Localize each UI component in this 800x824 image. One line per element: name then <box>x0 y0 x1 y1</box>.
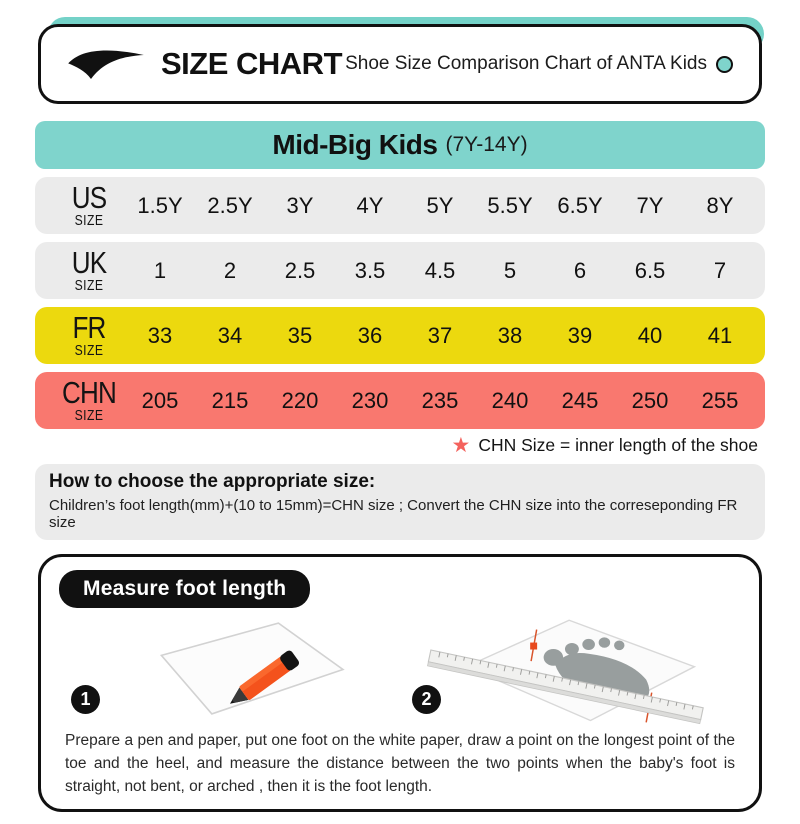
size-row-fr: FR SIZE 33 34 35 36 37 38 39 40 41 <box>35 307 765 364</box>
size-cell: 245 <box>561 387 599 413</box>
chn-size-note: ★ CHN Size = inner length of the shoe <box>42 435 758 456</box>
row-label-sub: SIZE <box>74 213 104 230</box>
size-cell: 39 <box>567 322 593 348</box>
anta-logo-icon <box>68 50 144 79</box>
size-cell: 7Y <box>636 192 664 218</box>
size-cell: 2 <box>223 257 237 283</box>
size-cell: 36 <box>357 322 383 348</box>
measure-steps: 1 2 <box>59 610 741 728</box>
size-cell: 6 <box>573 257 587 283</box>
how-to-choose-title: How to choose the appropriate size: <box>49 471 376 492</box>
header-box: SIZE CHART Shoe Size Comparison Chart of… <box>38 24 762 104</box>
step-2-badge: 2 <box>412 685 441 714</box>
size-row-chn: CHN SIZE 205 215 220 230 235 240 245 250… <box>35 372 765 429</box>
size-cell: 37 <box>427 322 453 348</box>
size-cell: 41 <box>707 322 733 348</box>
star-icon: ★ <box>451 434 471 457</box>
size-cell: 6.5 <box>634 257 666 283</box>
size-cell: 34 <box>217 322 243 348</box>
measure-foot-length-section: Measure foot length 1 2 <box>38 554 762 812</box>
header: SIZE CHART Shoe Size Comparison Chart of… <box>38 17 764 104</box>
size-cell: 2.5 <box>284 257 316 283</box>
size-cell: 3Y <box>286 192 314 218</box>
size-cell: 205 <box>141 387 179 413</box>
size-cell: 7 <box>713 257 727 283</box>
measure-step-1: 1 <box>59 610 400 728</box>
size-cell: 5 <box>503 257 517 283</box>
row-label-sub: SIZE <box>74 343 104 360</box>
size-cell: 220 <box>281 387 319 413</box>
how-to-choose-body: Children’s foot length(mm)+(10 to 15mm)=… <box>49 497 738 531</box>
measure-foot-length-title: Measure foot length <box>59 570 311 608</box>
size-cell: 215 <box>211 387 249 413</box>
page-title: SIZE CHART <box>161 46 343 81</box>
row-values-uk: 1 2 2.5 3.5 4.5 5 6 6.5 7 <box>125 258 755 284</box>
row-label-fr: FR SIZE <box>59 312 119 359</box>
foot-on-ruler-illustration <box>426 619 704 725</box>
row-label-main: CHN <box>62 375 117 411</box>
header-subtitle: Shoe Size Comparison Chart of ANTA Kids <box>345 53 733 75</box>
banner-title: Mid-Big Kids <box>272 129 438 160</box>
size-cell: 1.5Y <box>137 192 183 218</box>
size-cell: 240 <box>491 387 529 413</box>
teal-dot-icon <box>716 55 733 73</box>
chn-size-note-text: CHN Size = inner length of the shoe <box>478 435 758 455</box>
row-values-fr: 33 34 35 36 37 38 39 40 41 <box>125 323 755 349</box>
row-label-us: US SIZE <box>59 182 119 229</box>
step-1-badge: 1 <box>71 685 100 714</box>
banner-age-range: (7Y-14Y) <box>445 133 528 156</box>
measure-instructions: Prepare a pen and paper, put one foot on… <box>65 732 735 795</box>
row-label-main: UK <box>71 245 107 281</box>
size-cell: 230 <box>351 387 389 413</box>
row-label-sub: SIZE <box>74 278 104 295</box>
size-cell: 2.5Y <box>207 192 253 218</box>
row-values-chn: 205 215 220 230 235 240 245 250 255 <box>125 388 755 414</box>
row-label-main: US <box>71 180 107 216</box>
size-cell: 6.5Y <box>557 192 603 218</box>
size-cell: 33 <box>147 322 173 348</box>
size-cell: 5.5Y <box>487 192 533 218</box>
size-cell: 8Y <box>706 192 734 218</box>
how-to-choose-box: How to choose the appropriate size: Chil… <box>35 464 765 540</box>
size-cell: 3.5 <box>354 257 386 283</box>
header-subtitle-text: Shoe Size Comparison Chart of ANTA Kids <box>345 53 707 74</box>
row-label-chn: CHN SIZE <box>59 377 119 424</box>
size-cell: 40 <box>637 322 663 348</box>
measure-step-2: 2 <box>400 610 741 728</box>
size-cell: 4.5 <box>424 257 456 283</box>
size-cell: 235 <box>421 387 459 413</box>
size-row-uk: UK SIZE 1 2 2.5 3.5 4.5 5 6 6.5 7 <box>35 242 765 299</box>
row-label-uk: UK SIZE <box>59 247 119 294</box>
pen-and-paper-illustration <box>159 622 345 715</box>
size-cell: 38 <box>497 322 523 348</box>
row-values-us: 1.5Y 2.5Y 3Y 4Y 5Y 5.5Y 6.5Y 7Y 8Y <box>125 193 755 219</box>
size-cell: 4Y <box>356 192 384 218</box>
size-cell: 1 <box>153 257 167 283</box>
size-row-us: US SIZE 1.5Y 2.5Y 3Y 4Y 5Y 5.5Y 6.5Y 7Y … <box>35 177 765 234</box>
row-label-sub: SIZE <box>74 408 104 425</box>
size-cell: 250 <box>631 387 669 413</box>
size-cell: 255 <box>701 387 739 413</box>
category-banner: Mid-Big Kids (7Y-14Y) <box>35 121 765 169</box>
size-cell: 5Y <box>426 192 454 218</box>
row-label-main: FR <box>72 310 106 346</box>
size-cell: 35 <box>287 322 313 348</box>
